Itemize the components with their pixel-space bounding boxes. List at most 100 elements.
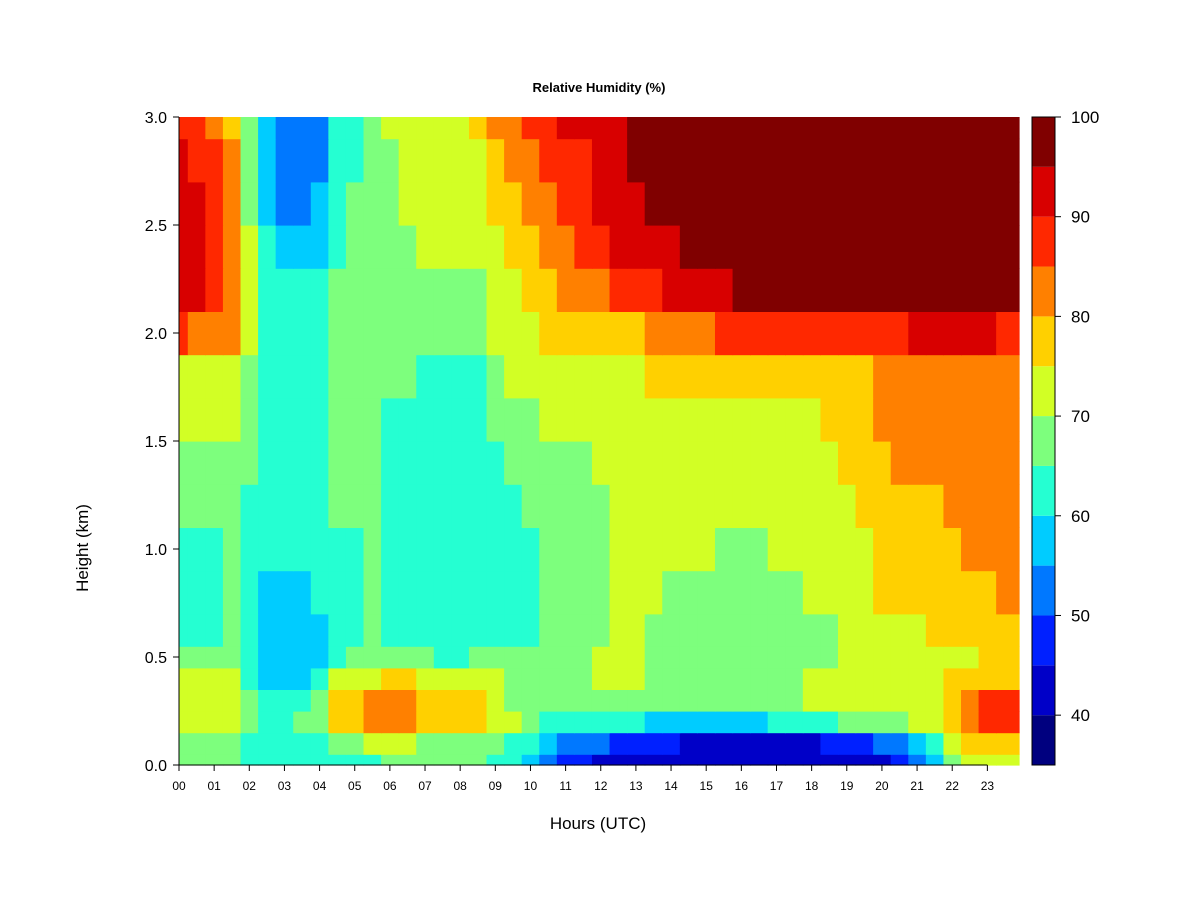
heatmap-cell xyxy=(609,117,628,140)
x-tick-label: 15 xyxy=(700,779,714,793)
heatmap-cell xyxy=(205,268,224,312)
heatmap-cell xyxy=(521,441,540,485)
heatmap-cell xyxy=(714,311,734,356)
heatmap-cell xyxy=(820,689,839,712)
heatmap-cell xyxy=(486,613,505,647)
heatmap-cell xyxy=(908,181,927,226)
heatmap-cell xyxy=(961,711,980,734)
heatmap-cell xyxy=(908,441,927,485)
heatmap-cell xyxy=(802,138,822,183)
heatmap-cell xyxy=(556,354,575,399)
heatmap-cell xyxy=(486,711,505,734)
heatmap-cell xyxy=(433,667,452,690)
heatmap-cell xyxy=(961,117,980,140)
heatmap-cell xyxy=(591,689,611,712)
heatmap-cell xyxy=(838,397,857,442)
heatmap-cell xyxy=(293,732,312,755)
heatmap-cell xyxy=(433,754,452,766)
heatmap-cell xyxy=(820,181,839,226)
heatmap-cell xyxy=(591,397,611,442)
heatmap-cell xyxy=(345,527,365,572)
x-axis-label: Hours (UTC) xyxy=(550,814,646,833)
heatmap-cell xyxy=(179,689,189,712)
heatmap-cell xyxy=(222,117,242,140)
heatmap-cell xyxy=(433,181,452,226)
heatmap-cell xyxy=(609,527,628,572)
heatmap-cell xyxy=(433,484,452,528)
heatmap-cell xyxy=(820,225,839,269)
heatmap-cell xyxy=(574,711,593,734)
heatmap-cell xyxy=(890,754,909,766)
heatmap-cell xyxy=(398,754,417,766)
heatmap-cell xyxy=(961,646,980,669)
heatmap-cell xyxy=(732,613,751,647)
heatmap-cell xyxy=(504,311,523,356)
heatmap-cell xyxy=(732,484,751,528)
heatmap-cell xyxy=(750,570,769,615)
y-tick-label: 2.0 xyxy=(145,326,167,343)
heatmap-cell xyxy=(556,570,575,615)
heatmap-cell xyxy=(433,732,452,755)
heatmap-cell xyxy=(187,138,206,183)
heatmap-cell xyxy=(504,354,523,399)
heatmap-cell xyxy=(679,732,699,755)
heatmap-cell xyxy=(556,754,575,766)
heatmap-cell xyxy=(345,181,365,226)
heatmap-cell xyxy=(574,527,593,572)
heatmap-cell xyxy=(433,711,452,734)
heatmap-cell xyxy=(785,613,804,647)
heatmap-cell xyxy=(468,732,488,755)
heatmap-cell xyxy=(609,646,628,669)
heatmap-cell xyxy=(179,570,189,615)
heatmap-cell xyxy=(820,117,839,140)
heatmap-cell xyxy=(468,181,488,226)
heatmap-cell xyxy=(838,484,857,528)
heatmap-cell xyxy=(943,441,962,485)
heatmap-cell xyxy=(293,667,312,690)
heatmap-cell xyxy=(820,311,839,356)
heatmap-cell xyxy=(205,484,224,528)
heatmap-cell xyxy=(328,689,347,712)
y-axis-label: Height (km) xyxy=(73,504,92,592)
heatmap-cell xyxy=(662,754,681,766)
heatmap-cell xyxy=(416,117,435,140)
heatmap-cell xyxy=(644,354,663,399)
heatmap-cell xyxy=(574,311,593,356)
heatmap-cell xyxy=(855,527,874,572)
heatmap-cell xyxy=(293,397,312,442)
heatmap-cell xyxy=(539,441,558,485)
heatmap-cell xyxy=(961,225,980,269)
x-tick-label: 23 xyxy=(981,779,995,793)
heatmap-cell xyxy=(679,570,699,615)
x-tick-label: 17 xyxy=(770,779,784,793)
heatmap-cell xyxy=(539,646,558,669)
heatmap-cell xyxy=(978,711,997,734)
heatmap-cell xyxy=(345,354,365,399)
heatmap-cell xyxy=(609,311,628,356)
heatmap-cell xyxy=(310,484,329,528)
heatmap-cell xyxy=(328,138,347,183)
heatmap-cell xyxy=(855,268,874,312)
heatmap-cell xyxy=(293,117,312,140)
heatmap-cell xyxy=(943,527,962,572)
heatmap-cell xyxy=(222,268,242,312)
heatmap-cell xyxy=(293,311,312,356)
heatmap-cell xyxy=(363,570,382,615)
heatmap-cell xyxy=(293,711,312,734)
heatmap-cell xyxy=(416,181,435,226)
heatmap-cell xyxy=(732,117,751,140)
heatmap-cell xyxy=(627,711,646,734)
heatmap-cell xyxy=(996,570,1020,615)
heatmap-cell xyxy=(961,613,980,647)
heatmap-cell xyxy=(504,732,523,755)
heatmap-cell xyxy=(187,732,206,755)
heatmap-cell xyxy=(714,181,734,226)
heatmap-cell xyxy=(838,527,857,572)
heatmap-cell xyxy=(662,484,681,528)
heatmap-cell xyxy=(258,689,277,712)
heatmap-cell xyxy=(504,181,523,226)
heatmap-cell xyxy=(978,397,997,442)
heatmap-cell xyxy=(750,484,769,528)
heatmap-cell xyxy=(996,646,1020,669)
heatmap-cell xyxy=(855,117,874,140)
